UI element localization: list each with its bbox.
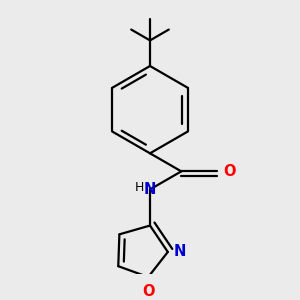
Text: N: N: [173, 244, 186, 260]
Text: H: H: [135, 181, 144, 194]
Text: O: O: [142, 284, 155, 299]
Text: O: O: [223, 164, 235, 179]
Text: N: N: [144, 182, 156, 197]
